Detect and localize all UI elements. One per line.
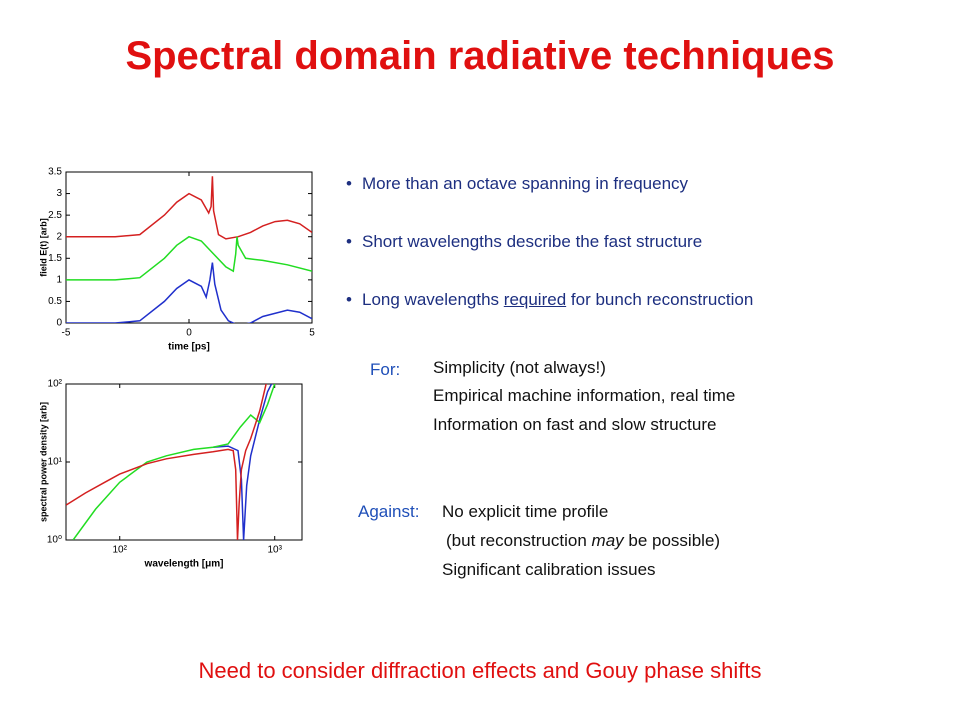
- y-tick-label: 3.5: [48, 167, 62, 178]
- x-tick-label: 10²: [113, 545, 128, 556]
- data-line: [66, 176, 312, 240]
- y-tick-label: 0: [56, 318, 62, 329]
- item-text: (but reconstruction: [446, 531, 587, 550]
- x-axis-label: time [ps]: [168, 342, 210, 353]
- for-item: Simplicity (not always!): [433, 358, 606, 378]
- item-text: be possible): [628, 531, 721, 550]
- item-text: Significant calibration issues: [442, 560, 656, 579]
- data-line: [66, 235, 312, 281]
- y-tick-label: 10²: [48, 379, 63, 390]
- bullet-text: Long wavelengths: [362, 290, 500, 309]
- for-item: Empirical machine information, real time: [433, 386, 735, 406]
- footer-note: Need to consider diffraction effects and…: [198, 658, 762, 683]
- item-text: Simplicity (not always!): [433, 358, 606, 377]
- against-item: No explicit time profile: [442, 502, 608, 522]
- x-tick-label: 0: [186, 328, 192, 339]
- y-tick-label: 3: [56, 188, 62, 199]
- x-axis-label: wavelength [μm]: [144, 559, 224, 570]
- data-line: [72, 384, 276, 540]
- y-tick-label: 2.5: [48, 210, 62, 221]
- item-text: No explicit time profile: [442, 502, 609, 521]
- y-tick-label: 2: [56, 231, 62, 242]
- bullet: Long wavelengths required for bunch reco…: [346, 290, 754, 310]
- x-tick-label: 5: [309, 328, 315, 339]
- x-tick-label: -5: [62, 328, 71, 339]
- bullet-text-underlined: required: [503, 290, 567, 309]
- x-tick-label: 10³: [267, 545, 282, 556]
- item-text: Information on fast and slow structure: [433, 415, 717, 434]
- bullet: More than an octave spanning in frequenc…: [346, 174, 689, 194]
- y-tick-label: 10⁰: [47, 535, 62, 546]
- y-axis-label: spectral power density [arb]: [38, 402, 48, 522]
- item-text: Empirical machine information, real time: [433, 386, 736, 405]
- for-item: Information on fast and slow structure: [433, 415, 716, 435]
- for-label: For:: [370, 360, 401, 379]
- data-line: [212, 384, 273, 540]
- y-tick-label: 1.5: [48, 253, 62, 264]
- y-tick-label: 0.5: [48, 296, 62, 307]
- bullet-text: for bunch reconstruction: [570, 290, 754, 309]
- bullet: Short wavelengths describe the fast stru…: [346, 232, 703, 252]
- item-text-italic: may: [591, 531, 624, 550]
- bullet-text: More than an octave spanning in frequenc…: [362, 174, 689, 193]
- data-line: [66, 384, 267, 540]
- against-item: Significant calibration issues: [442, 560, 656, 580]
- data-line: [66, 262, 312, 323]
- y-tick-label: 1: [56, 274, 62, 285]
- bullet-text: Short wavelengths describe the fast stru…: [362, 232, 703, 251]
- against-label: Against:: [358, 502, 420, 521]
- y-axis-label: field E(t) [arb]: [38, 218, 48, 277]
- plot-frame: [65, 171, 313, 324]
- y-tick-label: 10¹: [48, 457, 63, 468]
- against-item: (but reconstruction may be possible): [446, 531, 720, 551]
- slide-title: Spectral domain radiative techniques: [125, 34, 835, 78]
